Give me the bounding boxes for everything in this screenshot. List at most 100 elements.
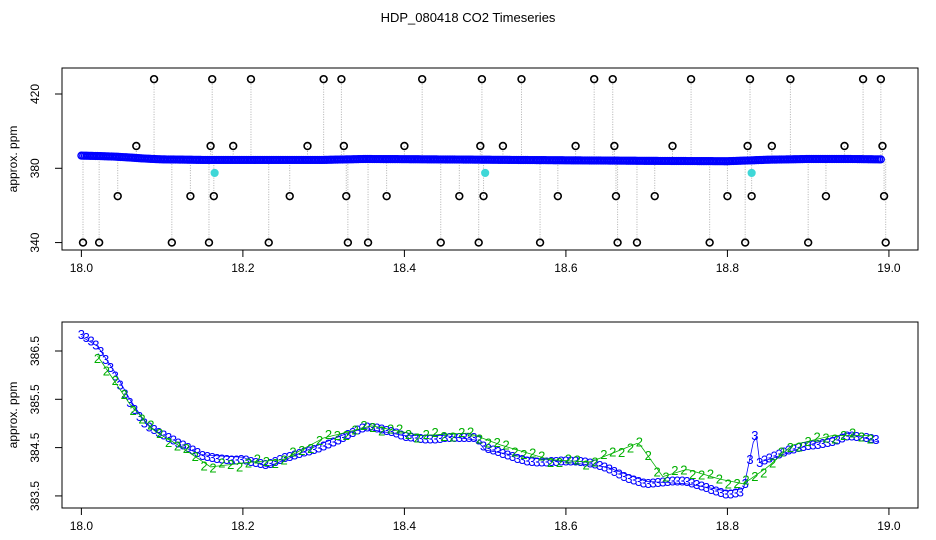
series-marker: 3 [291,447,298,462]
series-marker: 3 [87,334,94,349]
series-marker: 3 [853,429,860,444]
series-marker: 3 [524,453,531,468]
series-marker: 2 [360,418,367,433]
series-marker: 2 [414,431,421,446]
series-marker: 3 [141,415,148,430]
outlier-point [740,238,750,247]
series-marker: 2 [662,470,669,485]
series-marker: 2 [831,431,838,446]
series-marker: 2 [565,452,572,467]
outlier-point [204,238,214,247]
series-marker: 3 [276,452,283,467]
x-tick-label: 18.6 [554,519,578,533]
outlier-point [78,238,88,247]
y-tick-label: 420 [28,84,42,104]
series-marker: 3 [863,430,870,445]
outlier-point [149,74,159,84]
outlier-point [285,191,294,201]
series-marker: 2 [547,455,554,470]
outlier-point [209,191,219,201]
flag-point [210,168,219,178]
outlier-point [767,141,777,151]
series-marker: 3 [834,432,841,447]
outlier-point [498,141,508,151]
series-marker: 3 [785,443,792,458]
series-marker: 3 [746,452,753,467]
outlier-point [186,191,195,201]
series-marker: 3 [97,344,104,359]
x-tick-label: 18.4 [393,261,417,275]
series-marker: 3 [616,467,623,482]
series-marker: 2 [680,462,687,477]
outlier-point [608,74,617,84]
flag-point [481,168,490,178]
series-marker: 3 [301,445,308,460]
series-marker: 3 [708,482,715,497]
series-marker: 3 [596,458,603,473]
series-marker: 3 [824,435,831,450]
series-marker: 2 [449,429,456,444]
series-marker: 3 [693,477,700,492]
series-marker: 3 [373,421,380,436]
series-marker: 3 [528,454,535,469]
series-marker: 2 [671,463,678,478]
series-marker: 3 [281,450,288,465]
outlier-point [571,141,580,151]
outlier-point [477,74,487,84]
series-marker: 2 [476,432,483,447]
series-marker: 3 [402,429,409,444]
outlier-point [339,141,349,151]
series-marker: 3 [407,430,414,445]
series-line [97,355,870,485]
series-marker: 3 [640,475,647,490]
outlier-point [535,238,545,247]
series-marker: 3 [267,456,274,471]
x-tick-label: 18.4 [393,519,417,533]
series-marker: 2 [591,455,598,470]
series-marker: 2 [556,455,563,470]
series-marker: 2 [716,472,723,487]
series-marker: 2 [689,467,696,482]
series-marker: 2 [369,420,376,435]
outlier-point [455,191,464,201]
series-marker: 3 [490,442,497,457]
series-marker: 2 [769,456,776,471]
y-tick-label: 383.5 [28,481,42,511]
series-marker: 3 [645,476,652,491]
outlier-point [246,74,256,84]
series-marker: 2 [112,373,119,388]
series-marker: 2 [156,426,163,441]
series-marker: 2 [609,445,616,460]
series-marker: 2 [129,403,136,418]
outlier-point [517,74,526,84]
series-marker: 3 [635,474,642,489]
x-tick-label: 18.6 [554,261,578,275]
series-marker: 2 [645,448,652,463]
series-marker: 3 [606,462,613,477]
series-marker: 2 [174,439,181,454]
series-marker: 3 [814,437,821,452]
series-marker: 3 [228,452,235,467]
series-marker: 3 [431,431,438,446]
y-tick-label: 384.5 [28,432,42,462]
series-marker: 3 [751,428,758,443]
series-marker: 3 [155,425,162,440]
series-marker: 3 [204,449,211,464]
series-marker: 3 [436,431,443,446]
series-marker: 2 [867,431,874,446]
series-marker: 2 [840,428,847,443]
series-marker: 2 [103,364,110,379]
outlier-point [650,191,659,201]
series-marker: 3 [199,448,206,463]
series-marker: 3 [175,435,182,450]
y-tick-label: 340 [28,232,42,252]
series-marker: 3 [126,395,133,410]
series-marker: 3 [664,474,671,489]
outlier-point [476,141,485,151]
outlier-point [206,141,215,151]
series-marker: 2 [778,445,785,460]
series-marker: 3 [150,422,157,437]
series-marker: 3 [470,430,477,445]
series-marker: 3 [107,360,114,375]
outlier-point [878,141,887,151]
